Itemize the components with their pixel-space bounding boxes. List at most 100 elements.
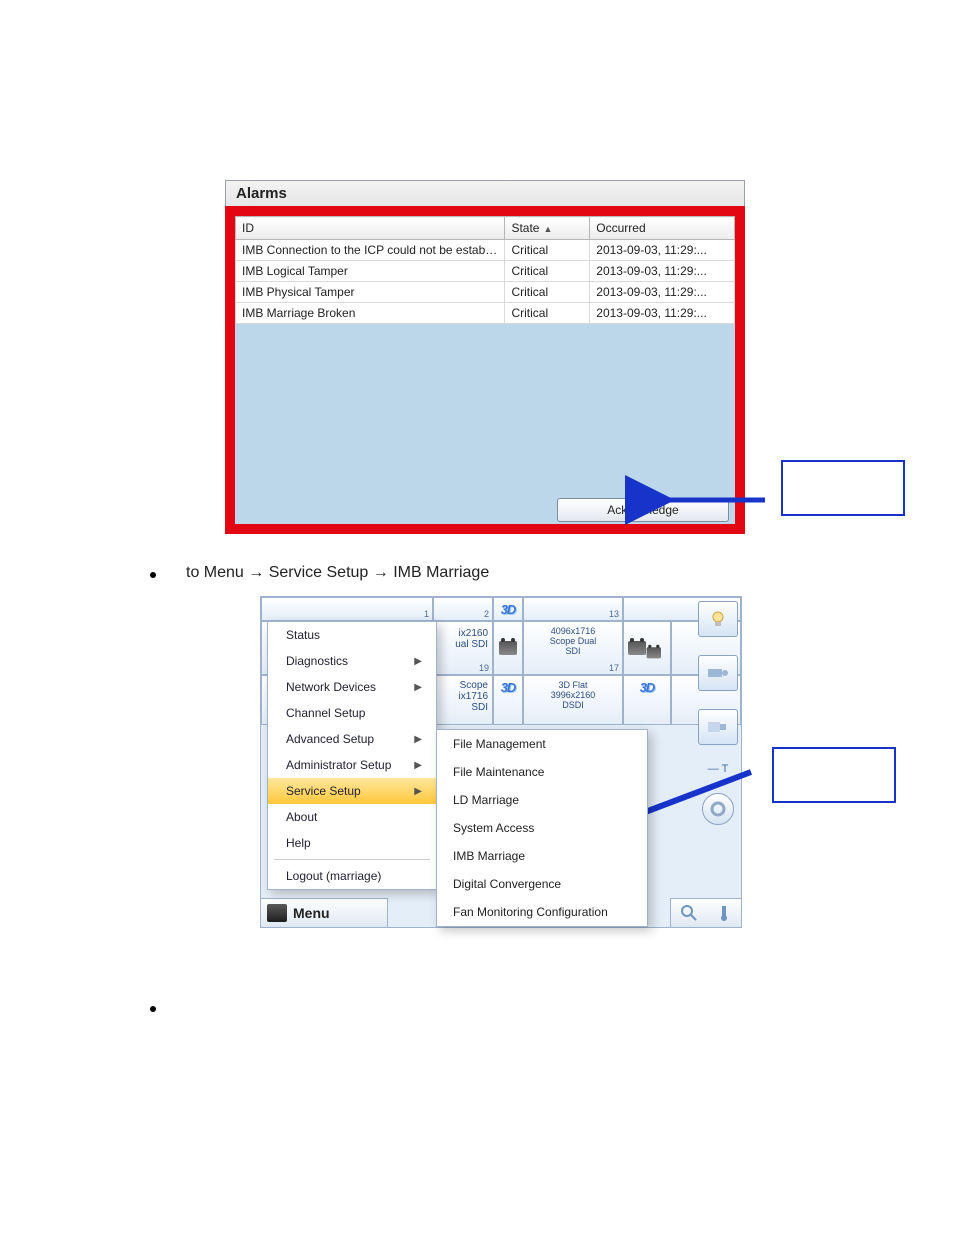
menu-item-help[interactable]: Help xyxy=(268,830,436,856)
main-menu: Status Diagnostics ▶ Network Devices ▶ Cha… xyxy=(267,621,437,890)
alarms-empty-area xyxy=(235,324,735,494)
lamp-icon xyxy=(709,610,727,628)
channel-tile[interactable]: ix2160 ual SDI 19 xyxy=(433,621,493,675)
instruction-line: to Menu → Service Setup → IMB Marriage xyxy=(150,564,904,582)
service-setup-submenu: File Management File Maintenance LD Marr… xyxy=(436,729,648,927)
callout-box-ack xyxy=(781,460,905,516)
channel-tile[interactable]: 3D Flat 3996x2160 DSDI xyxy=(523,675,623,725)
threeD-icon: 3D xyxy=(501,602,516,617)
col-state[interactable]: State▲ xyxy=(505,217,590,240)
tile-text: 3D Flat xyxy=(526,680,620,690)
menu-item-advanced-setup[interactable]: Advanced Setup ▶ xyxy=(268,726,436,752)
channel-tile[interactable]: 2 xyxy=(433,597,493,621)
alarms-body: ID State▲ Occurred IMB Connection to the… xyxy=(225,206,745,534)
side-generic-button[interactable] xyxy=(698,655,738,691)
projector-icon xyxy=(708,666,728,680)
magnifier-icon xyxy=(681,905,697,921)
menu-item-channel-setup[interactable]: Channel Setup xyxy=(268,700,436,726)
submenu-imb-marriage[interactable]: IMB Marriage xyxy=(437,842,647,870)
menu-item-label: Channel Setup xyxy=(286,706,365,720)
cell-state: Critical xyxy=(505,282,590,303)
arrow-icon xyxy=(665,492,775,512)
channel-tile[interactable]: 4096x1716 Scope Dual SDI 17 xyxy=(523,621,623,675)
submenu-file-maintenance[interactable]: File Maintenance xyxy=(437,758,647,786)
alarms-title: Alarms xyxy=(225,180,745,206)
cell-state: Critical xyxy=(505,261,590,282)
threeD-icon: 3D xyxy=(640,680,655,695)
tile-text: Scope xyxy=(460,680,488,691)
menu-item-label: Network Devices xyxy=(286,680,376,694)
tile-text: SDI xyxy=(526,646,620,656)
submenu-digital-convergence[interactable]: Digital Convergence xyxy=(437,870,647,898)
cell-id: IMB Marriage Broken xyxy=(236,303,505,324)
tile-number: 13 xyxy=(609,609,619,619)
chevron-right-icon: ▶ xyxy=(414,734,422,745)
table-row[interactable]: IMB Connection to the ICP could not be e… xyxy=(236,240,735,261)
menu-item-diagnostics[interactable]: Diagnostics ▶ xyxy=(268,648,436,674)
tile-text: DSDI xyxy=(526,700,620,710)
instruction-text: to Menu → Service Setup → IMB Marriage xyxy=(186,564,489,582)
menu-item-status[interactable]: Status xyxy=(268,622,436,648)
channel-tile[interactable] xyxy=(623,621,671,675)
channel-tile[interactable]: 3D xyxy=(493,675,523,725)
channel-tile[interactable]: 1 xyxy=(261,597,433,621)
menu-item-label: Diagnostics xyxy=(286,654,348,668)
threeD-icon: 3D xyxy=(501,680,516,695)
cell-state: Critical xyxy=(505,240,590,261)
cell-id: IMB Logical Tamper xyxy=(236,261,505,282)
tile-text: SDI xyxy=(471,702,488,713)
menu-button[interactable]: Menu xyxy=(261,898,388,927)
lamp-button[interactable] xyxy=(698,601,738,637)
bullet-icon xyxy=(150,572,156,578)
submenu-label: Digital Convergence xyxy=(453,877,561,891)
menu-icon xyxy=(267,904,287,922)
channel-tile[interactable]: 3D xyxy=(623,675,671,725)
submenu-fan-monitoring[interactable]: Fan Monitoring Configuration xyxy=(437,898,647,926)
tile-number: 1 xyxy=(424,609,429,619)
cell-occurred: 2013-09-03, 11:29:... xyxy=(590,282,735,303)
table-row[interactable]: IMB Logical Tamper Critical 2013-09-03, … xyxy=(236,261,735,282)
table-row[interactable]: IMB Physical Tamper Critical 2013-09-03,… xyxy=(236,282,735,303)
cell-state: Critical xyxy=(505,303,590,324)
submenu-label: Fan Monitoring Configuration xyxy=(453,905,608,919)
ack-row: Acknowledge xyxy=(235,494,735,524)
status-tray xyxy=(670,898,741,927)
alarms-table: ID State▲ Occurred IMB Connection to the… xyxy=(235,216,735,324)
chevron-right-icon: ▶ xyxy=(414,682,422,693)
channel-tile[interactable]: Scope ix1716 SDI xyxy=(433,675,493,725)
submenu-system-access[interactable]: System Access xyxy=(437,814,647,842)
channel-tile[interactable]: 3D xyxy=(493,597,523,621)
menu-item-administrator-setup[interactable]: Administrator Setup▶ xyxy=(268,752,436,778)
menu-item-label: Help xyxy=(286,836,311,850)
submenu-file-management[interactable]: File Management xyxy=(437,730,647,758)
menu-item-about[interactable]: About xyxy=(268,804,436,830)
film-icon xyxy=(499,641,517,655)
menu-screenshot: 1 2 3D 13 ix2160 ual SDI 19 4096x1716 Sc… xyxy=(260,596,742,928)
menu-item-service-setup[interactable]: Service Setup▶ xyxy=(268,778,436,804)
submenu-label: System Access xyxy=(453,821,534,835)
alarms-panel: Alarms ID State▲ Occurred IMB Connection… xyxy=(225,180,745,534)
submenu-ld-marriage[interactable]: LD Marriage xyxy=(437,786,647,814)
col-id[interactable]: ID xyxy=(236,217,505,240)
tile-text: ual SDI xyxy=(455,639,488,650)
side-generic-button-2[interactable] xyxy=(698,709,738,745)
channel-tile[interactable] xyxy=(493,621,523,675)
cell-occurred: 2013-09-03, 11:29:... xyxy=(590,240,735,261)
menu-item-network-devices[interactable]: Network Devices ▶ xyxy=(268,674,436,700)
channel-tile[interactable]: 13 xyxy=(523,597,623,621)
col-occurred[interactable]: Occurred xyxy=(590,217,735,240)
table-row[interactable]: IMB Marriage Broken Critical 2013-09-03,… xyxy=(236,303,735,324)
tile-text: 3996x2160 xyxy=(526,690,620,700)
submenu-label: File Maintenance xyxy=(453,765,544,779)
menu-item-logout[interactable]: Logout (marriage) xyxy=(268,863,436,889)
tile-text: ix1716 xyxy=(459,691,488,702)
tile-text: Scope Dual xyxy=(526,636,620,646)
col-state-label: State xyxy=(511,221,539,235)
menu-button-label: Menu xyxy=(293,905,330,921)
cell-occurred: 2013-09-03, 11:29:... xyxy=(590,303,735,324)
tile-number: 17 xyxy=(609,663,619,673)
menu-item-label: Service Setup xyxy=(286,784,361,798)
chevron-right-icon: ▶ xyxy=(414,656,422,667)
menu-item-label: Advanced Setup xyxy=(286,732,374,746)
chevron-right-icon: ▶ xyxy=(414,760,422,771)
